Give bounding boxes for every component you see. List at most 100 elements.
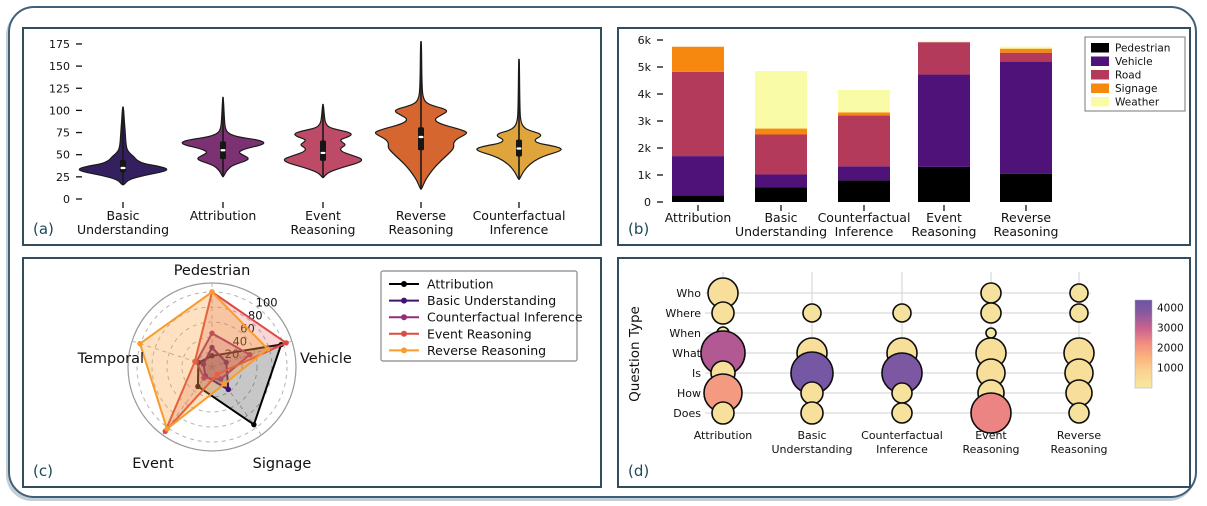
bar-segment-vehicle	[755, 174, 807, 188]
x-category-label: Reverse	[1001, 210, 1052, 225]
y-tick-label: 6k	[638, 34, 652, 47]
median-marker	[516, 147, 522, 150]
bar-segment-signage	[1000, 48, 1052, 53]
row-label: Is	[692, 367, 701, 380]
bubble-how	[1065, 379, 1093, 407]
ring-tick-label: 100	[256, 296, 278, 310]
panel-a-label: (a)	[33, 220, 54, 238]
bubble-how	[800, 381, 824, 405]
stacked-bar-chart-svg: 0 1k 2k 3k 4k 5k 6k Attribution BasicUnderstandi…	[638, 34, 1186, 239]
column-label: Inference	[876, 443, 928, 456]
radar-axis-line	[211, 366, 262, 436]
median-marker	[418, 135, 424, 139]
radar-vertex-marker	[247, 352, 253, 358]
y-tick-label: 75	[56, 127, 70, 140]
radar-vertex-marker	[164, 426, 170, 432]
legend-marker	[401, 297, 407, 304]
x-category-label: Understanding	[735, 224, 827, 239]
radar-vertex-marker	[137, 340, 143, 347]
bar-segment-road	[672, 71, 724, 157]
bar-segment-vehicle	[838, 166, 890, 181]
bar-segment-road	[1000, 52, 1052, 62]
figure-rounded-border	[8, 6, 1197, 498]
median-marker	[320, 151, 326, 155]
radar-vertex-marker	[209, 330, 215, 336]
row-label: How	[677, 387, 701, 400]
radar-vertex-marker	[225, 386, 232, 393]
bubble-does	[800, 401, 824, 425]
column-label: Reasoning	[962, 443, 1019, 456]
bar-segment-signage	[755, 128, 807, 135]
legend-label: Signage	[1115, 83, 1157, 95]
colorbar-tick-label: 4000	[1157, 303, 1184, 315]
iqr-box	[320, 140, 326, 161]
x-category-label: Basic	[764, 210, 797, 225]
radar-vertex-marker	[201, 375, 207, 381]
legend-label: Attribution	[427, 277, 494, 292]
radar-axis-label: Temporal	[77, 351, 144, 367]
bar-segment-signage	[672, 46, 724, 72]
radar-vertex-marker	[192, 358, 198, 365]
radar-series	[138, 290, 270, 431]
legend-label: Event Reasoning	[427, 326, 532, 341]
x-category-label: Inference	[490, 222, 549, 237]
y-tick-label: 2k	[638, 142, 652, 155]
bubble-how	[891, 382, 913, 404]
ring-tick-label: 40	[232, 334, 247, 348]
legend-marker	[401, 281, 407, 287]
radar-series	[164, 290, 289, 432]
bubble-does	[1068, 402, 1090, 424]
x-category-label: Event	[305, 208, 341, 223]
radar-vertex-marker	[209, 353, 215, 359]
legend-marker	[401, 314, 407, 321]
bar-segment-pedestrian	[838, 180, 890, 202]
x-category-label: Reasoning	[389, 222, 454, 237]
y-tick-label: 100	[49, 104, 70, 117]
radar-vertex-marker	[283, 340, 289, 346]
legend-box	[380, 270, 578, 362]
bubble-chart-svg: Who Where When What Is How Does Attribution Basi…	[627, 272, 1184, 456]
y-tick-label: 3k	[638, 115, 652, 128]
median-marker	[120, 166, 126, 170]
colorbar-tick-label: 2000	[1157, 343, 1184, 355]
iqr-box	[120, 160, 126, 173]
y-tick-label: 1k	[638, 169, 652, 182]
bubble-does	[970, 392, 1012, 434]
ring-tick-label: 20	[225, 347, 240, 361]
legend-swatch	[1091, 70, 1109, 80]
bar-segment-pedestrian	[1000, 173, 1052, 202]
y-tick-label: 175	[49, 38, 70, 51]
bubble-where	[1069, 303, 1089, 323]
panel-d-bubble-chart: Who Where When What Is How Does Attribution Basi…	[617, 257, 1191, 488]
x-category-label: Reasoning	[994, 224, 1059, 239]
median-marker	[220, 149, 226, 152]
legend-label: Weather	[1115, 97, 1160, 109]
bar-segment-road	[838, 115, 890, 167]
radar-axis-line	[131, 340, 213, 368]
iqr-box	[418, 127, 424, 151]
radar-vertex-marker	[221, 381, 228, 387]
radar-ring	[181, 336, 243, 398]
bubble-does	[891, 402, 913, 424]
radar-axis-label: Vehicle	[300, 351, 352, 367]
radar-vertex-marker	[209, 344, 215, 351]
column-label: Reasoning	[1050, 443, 1107, 456]
y-tick-label: 0	[63, 193, 70, 206]
bar-segment-weather	[1000, 46, 1052, 49]
bar-segment-road	[755, 134, 807, 175]
bar-segment-weather	[755, 71, 807, 129]
colorbar-tick-label: 3000	[1157, 323, 1184, 335]
radar-vertex-marker	[218, 376, 224, 382]
bubble-where	[892, 303, 912, 323]
legend-label: Basic Understanding	[427, 293, 556, 308]
radar-axis-label: Event	[132, 456, 174, 472]
bar-segment-pedestrian	[672, 195, 724, 202]
radar-vertex-marker	[264, 346, 271, 352]
row-label: Who	[676, 287, 701, 300]
legend-label: Road	[1115, 70, 1141, 82]
bubble-who	[1069, 283, 1089, 303]
x-category-label: Counterfactual	[818, 210, 911, 225]
x-category-label: Attribution	[665, 210, 732, 225]
column-label: Reverse	[1057, 429, 1101, 442]
